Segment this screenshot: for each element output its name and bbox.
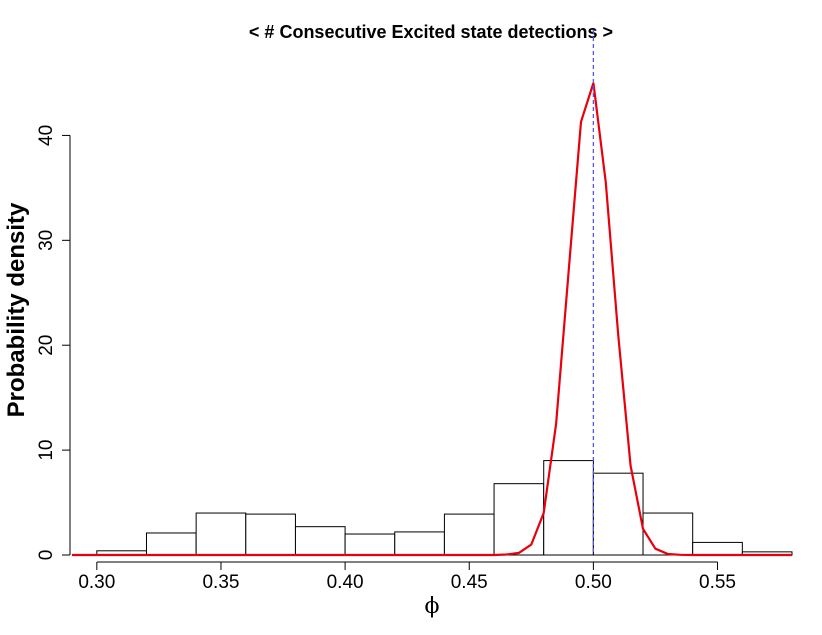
histogram-bars	[96, 460, 793, 556]
histogram-bar	[145, 532, 197, 556]
histogram-bar	[493, 483, 545, 556]
y-tick-label: 30	[36, 230, 57, 251]
histogram-bar	[344, 533, 396, 556]
histogram-bar	[394, 531, 445, 556]
x-tick-label: 0.40	[327, 572, 364, 593]
y-tick-label: 10	[36, 440, 57, 461]
density-line	[72, 82, 792, 557]
x-tick-label: 0.45	[451, 572, 488, 593]
chart-title: < # Consecutive Excited state detections…	[249, 22, 613, 42]
y-axis-label: Probability density	[3, 202, 30, 417]
x-axis-label: ϕ	[425, 594, 440, 619]
y-tick-label: 20	[36, 335, 57, 356]
x-tick-label: 0.55	[699, 572, 736, 593]
histogram-bar	[543, 460, 594, 556]
x-tick-label: 0.50	[575, 572, 612, 593]
histogram-bar	[294, 526, 346, 556]
y-axis: 0 10 20 30 40	[36, 125, 71, 561]
y-tick-label: 0	[36, 550, 57, 561]
histogram-bar	[642, 512, 694, 556]
histogram-bar	[195, 512, 247, 556]
x-tick-label: 0.35	[202, 572, 239, 593]
y-tick-label: 40	[36, 125, 57, 146]
density-curve	[72, 82, 792, 557]
x-tick-label: 0.30	[78, 572, 115, 593]
histogram-bar	[443, 513, 495, 556]
histogram-bar	[245, 513, 296, 556]
x-axis: 0.30 0.35 0.40 0.45 0.50 0.55	[78, 561, 736, 593]
histogram-bar	[692, 541, 743, 556]
